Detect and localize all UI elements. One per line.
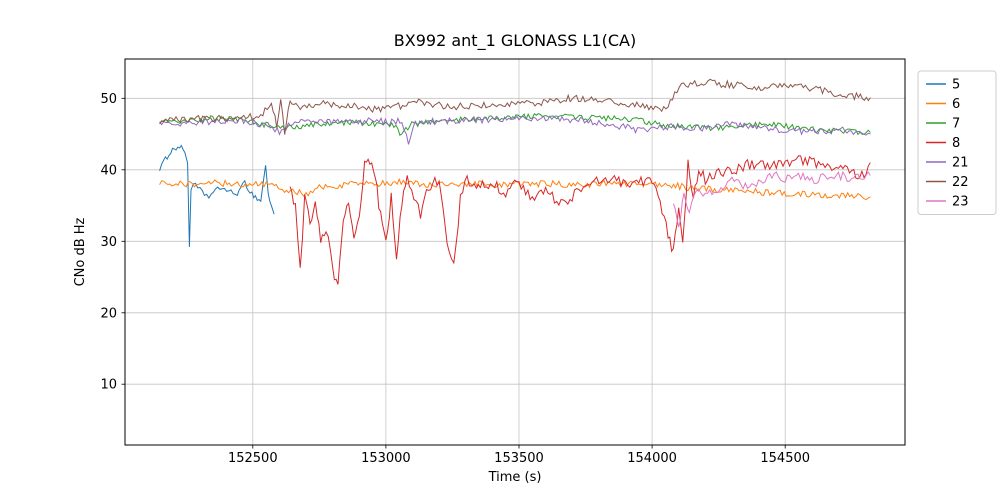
y-tick-label: 30 (100, 235, 117, 250)
legend-entry: 5 (926, 78, 960, 93)
legend-label: 23 (952, 195, 969, 210)
legend-entry: 21 (926, 156, 969, 171)
legend-box (917, 70, 997, 215)
y-axis-label: CNo dB Hz (73, 217, 88, 286)
y-tick-label: 40 (100, 163, 117, 178)
x-axis-label: Time (s) (488, 470, 542, 485)
series-line-8 (289, 155, 871, 285)
series-line-5 (159, 144, 275, 248)
y-tick-label: 50 (100, 92, 117, 107)
legend-label: 22 (952, 175, 969, 190)
series-line-7 (159, 112, 871, 136)
legend-entry: 6 (926, 97, 960, 112)
legend: 5 6 7 8 21 22 23 (917, 70, 997, 215)
x-tick-label: 152500 (228, 451, 278, 466)
y-tick-label: 10 (100, 378, 117, 393)
axes-border (124, 58, 906, 446)
legend-entry: 22 (926, 175, 969, 190)
legend-label: 5 (952, 78, 960, 93)
legend-label: 21 (952, 156, 969, 171)
legend-label: 6 (952, 97, 960, 112)
series-line-21 (159, 115, 871, 145)
x-tick-label: 154500 (760, 451, 810, 466)
series-line-22 (159, 78, 871, 135)
series-line-23 (672, 170, 871, 228)
legend-label: 7 (952, 117, 960, 132)
x-tick-label: 154000 (627, 451, 677, 466)
plot-area: 152500 153000 153500 154000 154500 10 20 30 40 50 (100, 58, 906, 466)
grid (125, 59, 905, 445)
ticks: 152500 153000 153500 154000 154500 10 20 30 40 50 (100, 92, 810, 466)
legend-entry: 7 (926, 117, 960, 132)
y-tick-label: 20 (100, 306, 117, 321)
legend-entry: 8 (926, 136, 960, 151)
legend-label: 8 (952, 136, 960, 151)
chart-title: BX992 ant_1 GLONASS L1(CA) (394, 31, 636, 51)
x-tick-label: 153000 (361, 451, 411, 466)
x-tick-label: 153500 (494, 451, 544, 466)
legend-entry: 23 (926, 195, 969, 210)
